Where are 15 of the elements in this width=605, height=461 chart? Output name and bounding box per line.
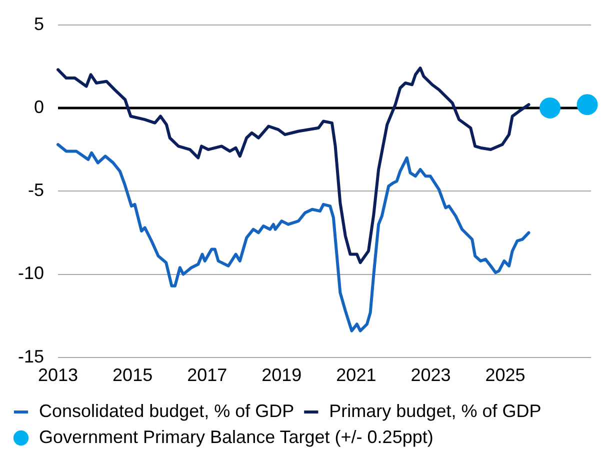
y-tick-label: -5 <box>28 180 44 200</box>
x-tick-label: 2019 <box>262 365 302 386</box>
y-tick-label: -15 <box>18 346 44 366</box>
x-tick-label: 2013 <box>38 365 78 386</box>
legend-label: Primary budget, % of GDP <box>329 400 542 421</box>
y-tick-label: -10 <box>18 263 44 284</box>
x-tick-label: 2023 <box>410 365 451 386</box>
legend-label: Consolidated budget, % of GDP <box>39 400 294 421</box>
y-tick-label: 0 <box>34 96 44 117</box>
x-tick-label: 2021 <box>336 365 376 386</box>
legend-label: Government Primary Balance Target (+/- 0.25ppt) <box>39 426 434 447</box>
x-tick-label: 2025 <box>485 365 526 386</box>
x-tick-label: 2017 <box>187 365 228 386</box>
y-tick-label: 5 <box>34 14 44 34</box>
x-tick-label: 2015 <box>112 365 153 386</box>
